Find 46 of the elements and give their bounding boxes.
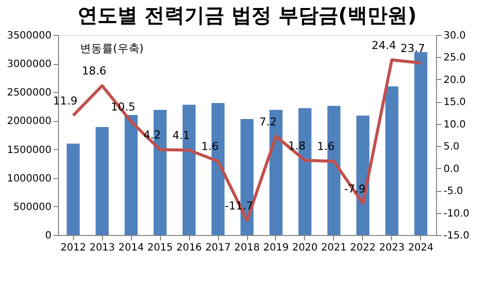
y2-tick-label: 30.0 xyxy=(444,30,466,42)
data-label: 24.4 xyxy=(372,38,396,52)
x-tick-label: 2013 xyxy=(89,242,115,254)
chart-title: 연도별 전력기금 법정 부담금(백만원) xyxy=(77,3,417,27)
y2-tick-label: -10.0 xyxy=(444,208,470,220)
y-tick-label: 0 xyxy=(45,230,52,242)
data-label: -7.9 xyxy=(344,182,366,196)
y2-tick-label: 5.0 xyxy=(444,142,460,153)
y-tick-label: 1000000 xyxy=(6,173,52,184)
x-tick-label: 2021 xyxy=(321,242,347,254)
y2-tick-label: 20.0 xyxy=(444,74,466,86)
bar xyxy=(414,52,428,235)
bar xyxy=(124,115,138,235)
data-label: 1.8 xyxy=(288,139,306,152)
y2-tick-label: 15.0 xyxy=(444,97,466,108)
y-tick-label: 3000000 xyxy=(6,59,52,70)
x-tick-label: 2020 xyxy=(292,242,318,254)
y2-tick-label: -5.0 xyxy=(444,186,464,198)
y2-tick-label: 10.0 xyxy=(444,119,466,130)
annotation: 변동률(우축) xyxy=(80,42,144,55)
x-tick-label: 2022 xyxy=(350,242,376,254)
y-tick-label: 500000 xyxy=(13,202,52,213)
data-label: 23.7 xyxy=(400,42,426,55)
x-tick-label: 2023 xyxy=(379,242,405,254)
y2-tick-label: 0.0 xyxy=(444,164,460,175)
x-tick-label: 2012 xyxy=(60,242,86,254)
data-label: -11.7 xyxy=(224,199,254,212)
bar xyxy=(66,144,80,235)
y-tick-label: 1500000 xyxy=(6,144,52,156)
y-tick-label: 3500000 xyxy=(6,30,52,42)
y2-tick-label: 25.0 xyxy=(444,52,466,64)
x-tick-label: 2014 xyxy=(118,242,144,254)
x-tick-label: 2015 xyxy=(147,242,173,254)
x-tick-label: 2017 xyxy=(205,242,231,254)
y-tick-label: 2500000 xyxy=(6,88,52,99)
data-label: 4.2 xyxy=(143,128,161,142)
y2-tick-label: -15.0 xyxy=(444,230,470,242)
bar xyxy=(385,86,398,235)
x-tick-label: 2016 xyxy=(176,242,202,254)
x-tick-label: 2024 xyxy=(408,242,434,254)
y-tick-label: 2000000 xyxy=(6,116,52,128)
x-tick-label: 2018 xyxy=(234,242,260,254)
data-label: 18.6 xyxy=(82,64,106,78)
x-tick-label: 2019 xyxy=(263,242,289,254)
data-label: 11.9 xyxy=(52,94,78,108)
bar xyxy=(96,127,109,235)
